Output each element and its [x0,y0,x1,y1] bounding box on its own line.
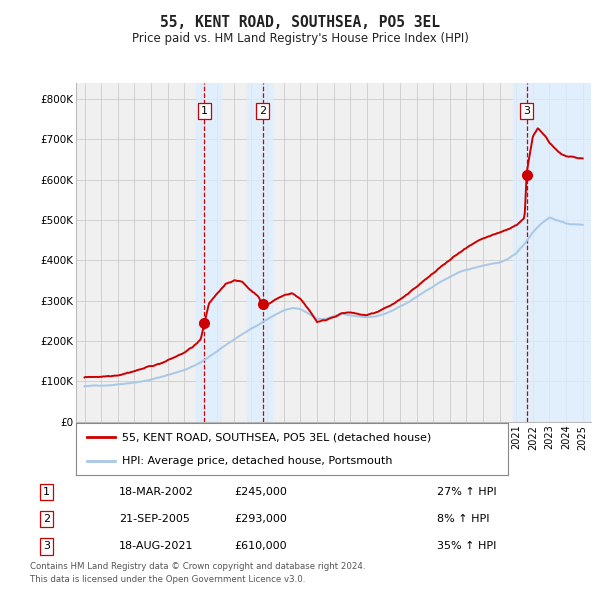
Bar [513,83,593,422]
Text: Contains HM Land Registry data © Crown copyright and database right 2024.: Contains HM Land Registry data © Crown c… [30,562,365,571]
Text: 18-AUG-2021: 18-AUG-2021 [119,542,194,552]
Text: £245,000: £245,000 [234,487,287,497]
Text: 18-MAR-2002: 18-MAR-2002 [119,487,194,497]
Text: 2: 2 [43,514,50,525]
Text: 55, KENT ROAD, SOUTHSEA, PO5 3EL: 55, KENT ROAD, SOUTHSEA, PO5 3EL [160,15,440,30]
Text: £293,000: £293,000 [234,514,287,525]
Text: £610,000: £610,000 [234,542,287,552]
Text: 8% ↑ HPI: 8% ↑ HPI [437,514,490,525]
Text: 21-SEP-2005: 21-SEP-2005 [119,514,190,525]
Text: 27% ↑ HPI: 27% ↑ HPI [437,487,497,497]
Text: 1: 1 [201,106,208,116]
Text: 1: 1 [43,487,50,497]
Text: 2: 2 [259,106,266,116]
Text: 3: 3 [523,106,530,116]
Text: Price paid vs. HM Land Registry's House Price Index (HPI): Price paid vs. HM Land Registry's House … [131,32,469,45]
Text: This data is licensed under the Open Government Licence v3.0.: This data is licensed under the Open Gov… [30,575,305,584]
Text: HPI: Average price, detached house, Portsmouth: HPI: Average price, detached house, Port… [122,456,392,466]
Text: 55, KENT ROAD, SOUTHSEA, PO5 3EL (detached house): 55, KENT ROAD, SOUTHSEA, PO5 3EL (detach… [122,432,431,442]
Text: 35% ↑ HPI: 35% ↑ HPI [437,542,497,552]
Text: 3: 3 [43,542,50,552]
Bar [196,83,221,422]
Bar [247,83,272,422]
